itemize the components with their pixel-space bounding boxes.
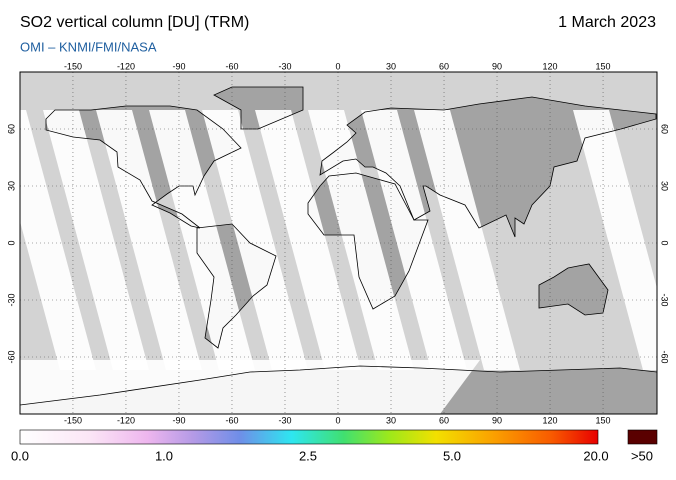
lon-tick-label: -60 [225,415,238,425]
lon-tick-label: -150 [64,415,82,425]
lon-tick-label: 150 [596,415,611,425]
lon-tick-label: 0 [335,415,340,425]
swath [255,110,361,370]
lon-tick-label: -30 [278,61,291,71]
swath [43,110,149,370]
colorbar-label: 20.0 [583,448,608,463]
swath [361,110,467,370]
coastline [20,365,657,414]
date: 1 March 2023 [558,14,656,31]
lon-tick-label: -90 [172,61,185,71]
colorbar-label: 1.0 [155,448,173,463]
land [539,264,608,315]
lon-tick-label: 120 [543,415,558,425]
lat-tick-label: -60 [6,350,16,363]
lon-tick-label: 90 [492,61,502,71]
lon-tick-label: 150 [596,61,611,71]
map-frame [19,71,658,415]
lat-tick-label: 30 [660,181,670,191]
lon-tick-label: 60 [439,415,449,425]
source: OMI – KNMI/FMI/NASA [20,39,157,54]
lat-tick-label: 0 [660,240,670,245]
lon-tick-label: 30 [386,415,396,425]
lat-tick-label: -30 [6,293,16,306]
coastline [307,172,429,310]
swath [202,110,308,370]
swath [414,110,520,370]
swath [20,360,480,414]
lat-tick-label: 60 [660,124,670,134]
swath [96,110,202,370]
colorbar-label: 0.0 [11,448,29,463]
coastline [196,223,277,349]
colorbar-overflow-label: >50 [631,448,653,463]
colorbar-overflow [627,429,658,445]
lat-tick-label: 0 [6,240,16,245]
coastline [213,86,304,130]
lon-tick-label: 30 [386,61,396,71]
colorbar-label: 5.0 [443,448,461,463]
lon-tick-label: -120 [117,415,135,425]
lon-tick-label: 90 [492,415,502,425]
lat-tick-label: -30 [660,293,670,306]
lon-tick-label: -150 [64,61,82,71]
colorbar-label: 2.5 [299,448,317,463]
swath [573,110,657,370]
coastline [538,263,609,316]
lon-tick-label: -120 [117,61,135,71]
colorbar [19,429,599,445]
land [320,97,656,237]
map [20,72,657,414]
title: SO2 vertical column [DU] (TRM) [20,14,249,31]
swath [20,110,96,370]
lon-tick-label: -90 [172,415,185,425]
coastline [319,96,657,238]
lon-tick-label: 60 [439,61,449,71]
lon-tick-label: -30 [278,415,291,425]
lon-tick-label: -60 [225,61,238,71]
lat-tick-label: -60 [660,350,670,363]
lat-tick-label: 30 [6,181,16,191]
lat-tick-label: 60 [6,124,16,134]
swath [149,110,255,370]
lon-tick-label: 120 [543,61,558,71]
lon-tick-label: 0 [335,61,340,71]
coastline [45,105,242,229]
